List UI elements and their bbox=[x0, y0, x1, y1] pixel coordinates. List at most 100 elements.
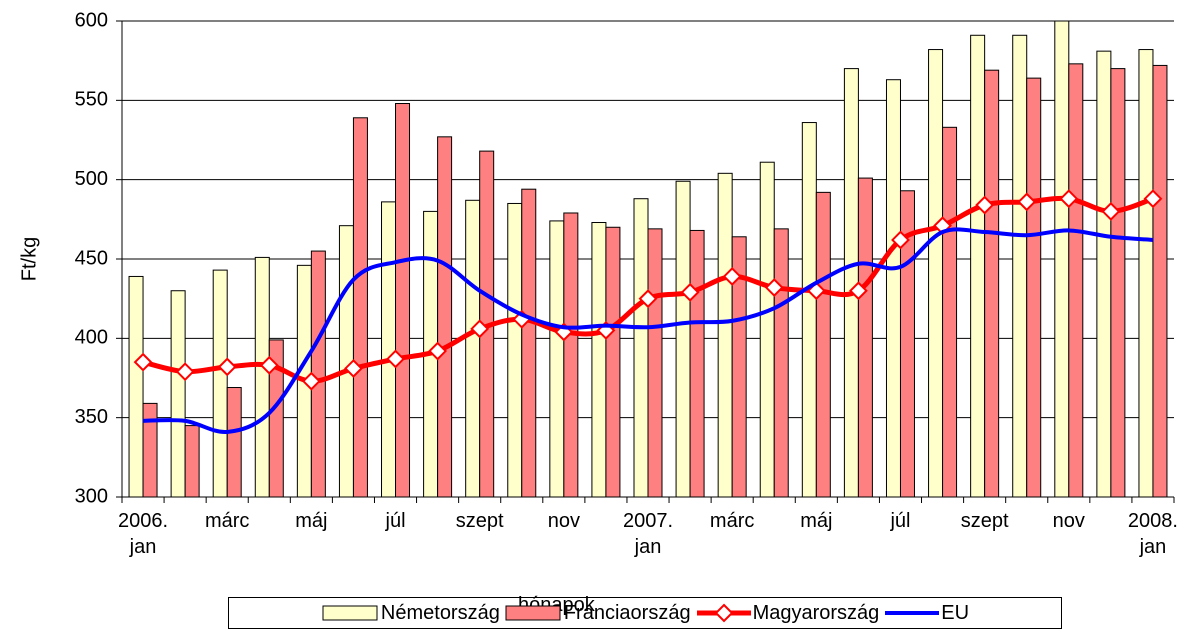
bar bbox=[984, 69, 1000, 498]
marker bbox=[764, 278, 784, 297]
bar bbox=[1152, 64, 1168, 498]
marker bbox=[470, 319, 490, 339]
bar bbox=[815, 191, 831, 498]
marker bbox=[301, 371, 321, 391]
legend-swatch bbox=[885, 611, 940, 615]
y-tick-label: 350 bbox=[75, 406, 108, 428]
x-tick-label: júl bbox=[385, 510, 406, 532]
marker bbox=[848, 281, 868, 301]
y-tick-label: 500 bbox=[75, 168, 108, 190]
x-tick-label: nov bbox=[1052, 510, 1085, 532]
x-tick-label: 2007. jan bbox=[622, 510, 674, 558]
y-tick-label: 550 bbox=[75, 89, 108, 111]
legend-swatch-marker bbox=[714, 603, 733, 623]
x-tick-label: 2008. jan bbox=[1127, 510, 1178, 558]
bar bbox=[689, 229, 705, 498]
marker bbox=[428, 341, 448, 361]
legend-swatch bbox=[696, 603, 751, 623]
y-tick-label: 300 bbox=[75, 485, 108, 507]
marker bbox=[680, 282, 700, 302]
bar bbox=[1026, 77, 1042, 498]
bar bbox=[633, 198, 649, 498]
legend-swatch-box bbox=[505, 605, 561, 621]
bar bbox=[675, 180, 691, 498]
marker bbox=[386, 349, 405, 369]
marker bbox=[975, 195, 995, 215]
y-tick-label: 400 bbox=[75, 327, 108, 349]
legend-label: Magyarország bbox=[752, 601, 880, 624]
bar bbox=[381, 201, 397, 498]
marker bbox=[638, 289, 658, 309]
bar bbox=[549, 220, 565, 498]
marker bbox=[217, 357, 237, 377]
x-tick-label: szept bbox=[455, 510, 504, 532]
bar bbox=[773, 228, 789, 498]
x-tick-label: máj bbox=[295, 510, 328, 532]
legend-item: Németország bbox=[321, 602, 500, 625]
bar bbox=[268, 339, 284, 498]
bar bbox=[1068, 63, 1084, 498]
x-tick-label: júl bbox=[890, 510, 911, 532]
bar bbox=[1054, 20, 1070, 498]
bar bbox=[857, 177, 873, 498]
bar bbox=[170, 290, 186, 498]
marker bbox=[722, 267, 742, 286]
bar bbox=[801, 122, 817, 498]
marker bbox=[133, 352, 153, 372]
x-tick-label: márc bbox=[204, 510, 250, 532]
marker bbox=[1143, 189, 1163, 209]
legend-label: Franciaország bbox=[563, 601, 691, 624]
x-tick-label: nov bbox=[547, 510, 580, 532]
x-tick-label: máj bbox=[800, 510, 833, 532]
bar bbox=[212, 269, 228, 498]
marker bbox=[1101, 201, 1121, 221]
bar bbox=[1096, 50, 1112, 498]
bar bbox=[1012, 34, 1028, 498]
bar bbox=[465, 199, 481, 498]
legend-swatch bbox=[322, 605, 378, 621]
y-axis-label: Ft/kg bbox=[18, 237, 40, 281]
bar bbox=[1110, 68, 1126, 498]
bar bbox=[437, 136, 453, 498]
bar bbox=[731, 236, 747, 498]
bar bbox=[1138, 49, 1154, 498]
bar bbox=[647, 228, 663, 498]
legend-label: Németország bbox=[380, 601, 500, 624]
legend-item: Franciaország bbox=[504, 602, 691, 625]
bar bbox=[970, 34, 986, 498]
marker bbox=[344, 359, 363, 378]
bar bbox=[226, 387, 242, 498]
bar bbox=[184, 425, 200, 498]
x-tick-label: márc bbox=[709, 510, 755, 532]
legend-item: EU bbox=[883, 602, 969, 625]
marker bbox=[259, 355, 279, 375]
bar bbox=[717, 172, 733, 498]
y-tick-label: 600 bbox=[75, 9, 108, 31]
x-tick-label: szept bbox=[960, 510, 1009, 532]
bar bbox=[605, 226, 621, 498]
bar bbox=[885, 79, 901, 498]
y-tick-label: 450 bbox=[75, 247, 108, 269]
marker bbox=[1017, 192, 1037, 212]
bar bbox=[395, 103, 411, 498]
line bbox=[143, 227, 1154, 434]
legend-label: EU bbox=[941, 601, 970, 624]
bar bbox=[254, 256, 270, 498]
marker bbox=[1059, 189, 1079, 209]
bar bbox=[928, 49, 944, 498]
legend-item: Magyarország bbox=[695, 601, 880, 625]
bar bbox=[843, 68, 859, 498]
legend: Németország Franciaország Magyarország EU bbox=[228, 597, 1062, 629]
legend-swatch-box bbox=[322, 605, 378, 621]
bar bbox=[521, 188, 537, 498]
marker bbox=[891, 230, 910, 250]
marker bbox=[175, 362, 195, 382]
bar bbox=[507, 202, 523, 498]
x-tick-label: 2006. jan bbox=[118, 510, 169, 558]
bar bbox=[942, 126, 958, 498]
bar bbox=[128, 275, 144, 498]
bar bbox=[759, 161, 775, 498]
bar bbox=[591, 222, 607, 498]
